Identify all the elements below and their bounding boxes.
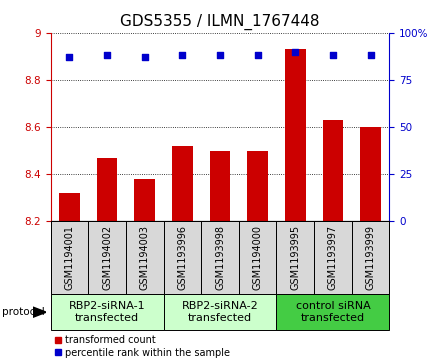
- Title: GDS5355 / ILMN_1767448: GDS5355 / ILMN_1767448: [120, 14, 320, 30]
- Point: [141, 54, 148, 60]
- Text: GSM1193999: GSM1193999: [366, 225, 376, 290]
- Text: GSM1194003: GSM1194003: [140, 225, 150, 290]
- Bar: [88, 221, 126, 294]
- Bar: [164, 294, 276, 330]
- Text: GSM1194002: GSM1194002: [102, 225, 112, 290]
- Polygon shape: [33, 307, 46, 317]
- Bar: [126, 221, 164, 294]
- Bar: [276, 221, 314, 294]
- Point: [254, 52, 261, 58]
- Bar: [360, 127, 381, 221]
- Bar: [209, 151, 231, 221]
- Text: GSM1194000: GSM1194000: [253, 225, 263, 290]
- Point: [292, 49, 299, 54]
- Bar: [314, 221, 352, 294]
- Text: protocol: protocol: [2, 307, 45, 317]
- Text: GSM1193995: GSM1193995: [290, 225, 300, 290]
- Bar: [323, 120, 343, 221]
- Bar: [352, 221, 389, 294]
- Point: [216, 52, 224, 58]
- Bar: [164, 221, 201, 294]
- Bar: [247, 151, 268, 221]
- Bar: [285, 49, 306, 221]
- Bar: [201, 221, 239, 294]
- Bar: [51, 294, 164, 330]
- Bar: [239, 221, 276, 294]
- Point: [179, 52, 186, 58]
- Text: GSM1193996: GSM1193996: [177, 225, 187, 290]
- Text: control siRNA
transfected: control siRNA transfected: [296, 301, 370, 323]
- Point: [330, 52, 337, 58]
- Text: GSM1194001: GSM1194001: [64, 225, 74, 290]
- Point: [103, 52, 110, 58]
- Bar: [51, 221, 88, 294]
- Legend: transformed count, percentile rank within the sample: transformed count, percentile rank withi…: [55, 335, 230, 358]
- Text: GSM1193997: GSM1193997: [328, 225, 338, 290]
- Text: RBP2-siRNA-1
transfected: RBP2-siRNA-1 transfected: [69, 301, 145, 323]
- Point: [367, 52, 374, 58]
- Bar: [97, 158, 117, 221]
- Point: [66, 54, 73, 60]
- Text: RBP2-siRNA-2
transfected: RBP2-siRNA-2 transfected: [182, 301, 258, 323]
- Bar: [59, 193, 80, 221]
- Bar: [134, 179, 155, 221]
- Bar: [172, 146, 193, 221]
- Text: GSM1193998: GSM1193998: [215, 225, 225, 290]
- Bar: [276, 294, 389, 330]
